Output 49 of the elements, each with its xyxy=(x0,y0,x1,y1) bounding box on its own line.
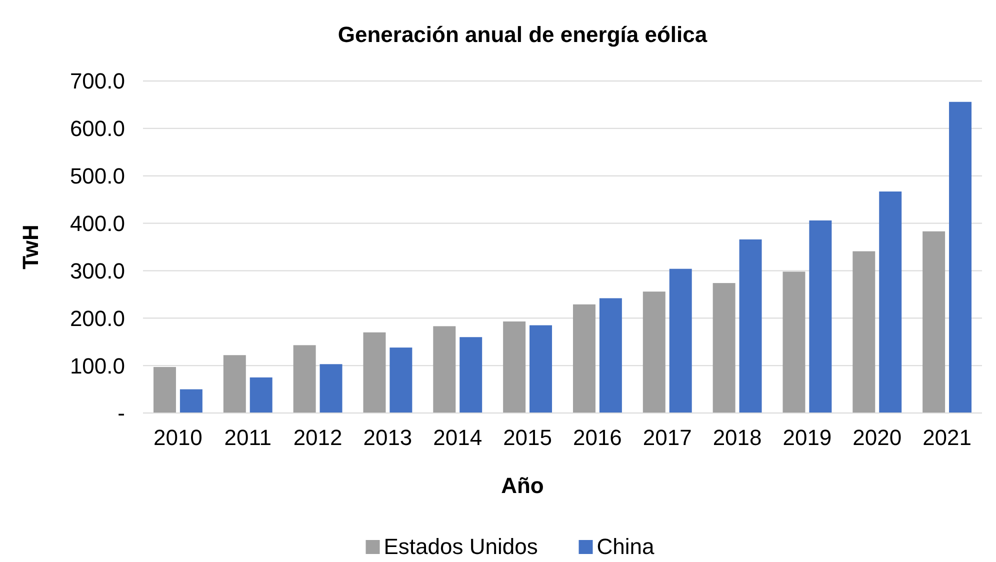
x-tick-label: 2014 xyxy=(433,425,482,450)
bar xyxy=(530,325,552,413)
y-tick-label: 500.0 xyxy=(70,164,125,189)
x-tick-label: 2012 xyxy=(293,425,342,450)
bar xyxy=(153,366,176,413)
x-tick-label: 2010 xyxy=(153,425,202,450)
x-tick-label: 2020 xyxy=(852,425,902,450)
bar xyxy=(363,332,386,413)
x-tick-label: 2011 xyxy=(224,425,272,450)
y-tick-label: - xyxy=(118,400,125,426)
bar xyxy=(922,231,946,413)
y-tick-label: 300.0 xyxy=(70,258,125,284)
y-tick-label: 200.0 xyxy=(70,306,125,331)
y-tick-label: 400.0 xyxy=(70,210,125,236)
x-tick-label: 2021 xyxy=(922,425,972,450)
x-tick-label: 2017 xyxy=(642,425,692,450)
bar xyxy=(949,102,972,413)
bar xyxy=(320,364,342,413)
bar xyxy=(879,192,902,413)
bar xyxy=(223,355,246,413)
bar xyxy=(809,220,832,413)
x-tick-label: 2018 xyxy=(712,425,762,450)
chart-title: Generación anual de energía eólica xyxy=(338,22,708,47)
y-tick-label: 600.0 xyxy=(70,116,125,142)
bar xyxy=(460,337,482,413)
y-tick-label: 100.0 xyxy=(70,353,125,378)
bar xyxy=(293,345,316,413)
bar xyxy=(390,348,412,413)
bar xyxy=(739,239,762,413)
bar xyxy=(712,283,736,413)
bar xyxy=(852,251,876,413)
x-tick-label: 2015 xyxy=(503,425,552,450)
bar xyxy=(433,326,456,413)
legend-label: Estados Unidos xyxy=(384,534,538,559)
bar xyxy=(782,272,806,413)
x-tick-label: 2013 xyxy=(363,425,412,450)
bar xyxy=(642,292,666,413)
bar xyxy=(503,321,526,413)
x-tick-label: 2016 xyxy=(572,425,622,450)
y-axis-title: TwH xyxy=(18,224,43,270)
x-tick-label: 2019 xyxy=(782,425,832,450)
bar xyxy=(572,304,596,413)
legend-label: China xyxy=(596,534,655,559)
bar xyxy=(180,389,202,413)
bar xyxy=(250,377,272,413)
y-tick-label: 700.0 xyxy=(70,68,125,94)
bar xyxy=(669,268,692,413)
x-axis-title: Año xyxy=(501,473,544,498)
bar xyxy=(599,298,622,413)
